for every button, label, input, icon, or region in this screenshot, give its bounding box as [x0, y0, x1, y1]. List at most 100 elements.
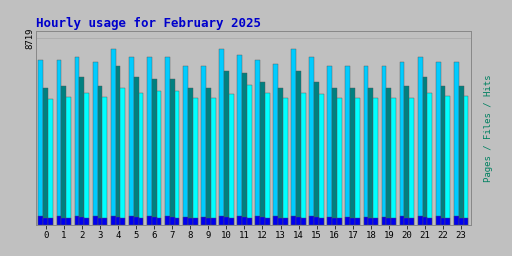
Bar [183, 66, 188, 225]
Bar [373, 218, 378, 225]
Bar [170, 217, 175, 225]
Bar [278, 88, 283, 225]
Bar [175, 218, 180, 225]
Bar [66, 97, 71, 225]
Bar [75, 216, 79, 225]
Bar [291, 49, 296, 225]
Bar [422, 217, 428, 225]
Bar [79, 217, 84, 225]
Bar [219, 49, 224, 225]
Bar [175, 91, 180, 225]
Bar [157, 91, 161, 225]
Bar [350, 88, 355, 225]
Bar [152, 79, 157, 225]
Bar [139, 93, 143, 225]
Bar [120, 218, 125, 225]
Bar [224, 217, 229, 225]
Bar [84, 93, 89, 225]
Bar [237, 55, 242, 225]
Bar [111, 216, 116, 225]
Bar [350, 218, 355, 225]
Bar [48, 99, 53, 225]
Bar [428, 93, 432, 225]
Bar [97, 218, 102, 225]
Text: Pages / Files / Hits: Pages / Files / Hits [484, 74, 493, 182]
Bar [418, 57, 422, 225]
Text: Hourly usage for February 2025: Hourly usage for February 2025 [36, 17, 261, 29]
Bar [224, 71, 229, 225]
Bar [445, 218, 451, 225]
Bar [436, 216, 441, 225]
Bar [44, 218, 48, 225]
Bar [337, 218, 342, 225]
Bar [116, 217, 120, 225]
Bar [242, 73, 247, 225]
Bar [44, 88, 48, 225]
Bar [346, 217, 350, 225]
Bar [97, 86, 102, 225]
Bar [454, 62, 459, 225]
Bar [265, 93, 270, 225]
Bar [309, 216, 314, 225]
Bar [337, 98, 342, 225]
Bar [247, 218, 252, 225]
Bar [170, 79, 175, 225]
Bar [102, 97, 107, 225]
Bar [237, 216, 242, 225]
Bar [400, 216, 404, 225]
Bar [314, 217, 319, 225]
Bar [84, 218, 89, 225]
Bar [102, 218, 107, 225]
Bar [445, 96, 451, 225]
Bar [327, 66, 332, 225]
Bar [193, 98, 198, 225]
Bar [188, 218, 193, 225]
Bar [278, 218, 283, 225]
Bar [296, 71, 301, 225]
Bar [283, 98, 288, 225]
Bar [206, 88, 211, 225]
Bar [404, 86, 410, 225]
Bar [454, 216, 459, 225]
Bar [355, 218, 360, 225]
Bar [134, 77, 139, 225]
Bar [309, 57, 314, 225]
Bar [201, 217, 206, 225]
Bar [441, 86, 445, 225]
Bar [404, 218, 410, 225]
Bar [381, 217, 387, 225]
Bar [400, 62, 404, 225]
Bar [75, 57, 79, 225]
Bar [129, 216, 134, 225]
Bar [79, 77, 84, 225]
Bar [229, 218, 233, 225]
Bar [296, 217, 301, 225]
Bar [459, 218, 463, 225]
Bar [410, 98, 414, 225]
Bar [441, 218, 445, 225]
Bar [373, 98, 378, 225]
Bar [242, 217, 247, 225]
Bar [319, 94, 324, 225]
Bar [116, 66, 120, 225]
Bar [301, 218, 306, 225]
Bar [165, 216, 170, 225]
Bar [391, 218, 396, 225]
Bar [368, 88, 373, 225]
Bar [139, 218, 143, 225]
Bar [56, 216, 61, 225]
Bar [48, 218, 53, 225]
Bar [229, 94, 233, 225]
Bar [273, 216, 278, 225]
Bar [134, 217, 139, 225]
Bar [368, 218, 373, 225]
Bar [183, 217, 188, 225]
Bar [436, 62, 441, 225]
Bar [61, 86, 66, 225]
Bar [410, 218, 414, 225]
Bar [93, 216, 97, 225]
Bar [428, 218, 432, 225]
Bar [188, 88, 193, 225]
Bar [211, 98, 216, 225]
Bar [418, 216, 422, 225]
